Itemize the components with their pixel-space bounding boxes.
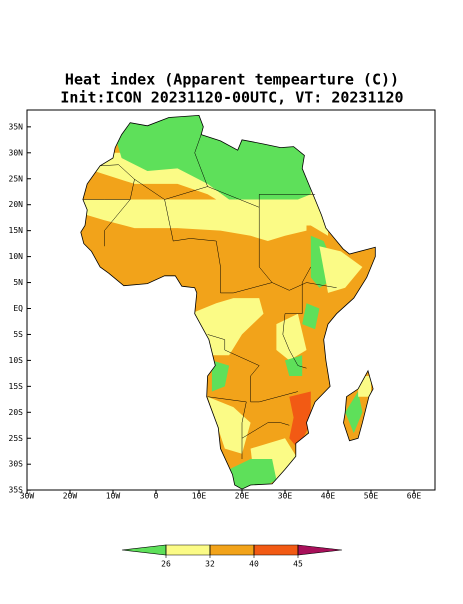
x-tick-label: 10E — [192, 492, 207, 501]
region — [211, 360, 230, 392]
y-tick-label: 5N — [13, 278, 23, 287]
colorbar-label: 40 — [249, 560, 259, 569]
y-tick-label: 30N — [9, 148, 24, 157]
x-tick-label: 40E — [321, 492, 336, 501]
colorbar-label: 32 — [205, 560, 215, 569]
country-border — [207, 396, 247, 460]
y-tick-label: 25S — [9, 434, 24, 443]
x-tick-label: 10W — [106, 492, 121, 501]
country-border — [215, 240, 337, 294]
region — [302, 303, 320, 330]
country-border — [207, 334, 298, 403]
country-border — [82, 164, 135, 200]
y-tick-label: 10S — [9, 356, 24, 365]
subtitle: Init:ICON 20231120-00UTC, VT: 20231120 — [60, 89, 403, 107]
y-tick-label: 5S — [13, 330, 23, 339]
x-tick-label: 60E — [407, 492, 422, 501]
y-tick-label: 35S — [9, 486, 24, 495]
y-tick-label: 35N — [9, 122, 24, 131]
y-tick-label: EQ — [13, 304, 23, 313]
country-border — [241, 422, 290, 439]
x-tick-label: 30E — [278, 492, 293, 501]
country-border — [104, 199, 131, 247]
region — [285, 355, 303, 376]
region — [207, 396, 251, 454]
y-tick-label: 15S — [9, 382, 24, 391]
x-tick-label: 50E — [364, 492, 379, 501]
y-tick-label: 20S — [9, 408, 24, 417]
map-frame — [26, 109, 436, 491]
y-tick-label: 20N — [9, 200, 24, 209]
region — [319, 246, 363, 293]
x-tick-label: 20W — [63, 492, 78, 501]
x-tick-label: 20E — [235, 492, 250, 501]
region — [80, 199, 307, 241]
title: Heat index (Apparent tempearture (C)) — [65, 71, 399, 89]
y-tick-label: 25N — [9, 174, 24, 183]
country-border — [258, 207, 273, 283]
colorbar-segment — [165, 544, 211, 556]
y-tick-label: 10N — [9, 252, 24, 261]
country-border — [194, 134, 208, 187]
coastline — [80, 114, 376, 490]
region — [289, 391, 311, 449]
y-tick-label: 15N — [9, 226, 24, 235]
x-tick-label: 30W — [20, 492, 35, 501]
colorbar-segment — [209, 544, 255, 556]
colorbar-label: 26 — [161, 560, 171, 569]
country-border — [134, 179, 316, 208]
region — [345, 391, 363, 434]
country-border — [164, 199, 217, 242]
colorbar: 26 32 40 45 — [121, 544, 343, 569]
country-border — [282, 266, 312, 369]
x-tick-label: 0 — [154, 492, 159, 501]
colorbar-segment — [253, 544, 299, 556]
y-tick-label: 30S — [9, 460, 24, 469]
colorbar-label: 45 — [293, 560, 303, 569]
